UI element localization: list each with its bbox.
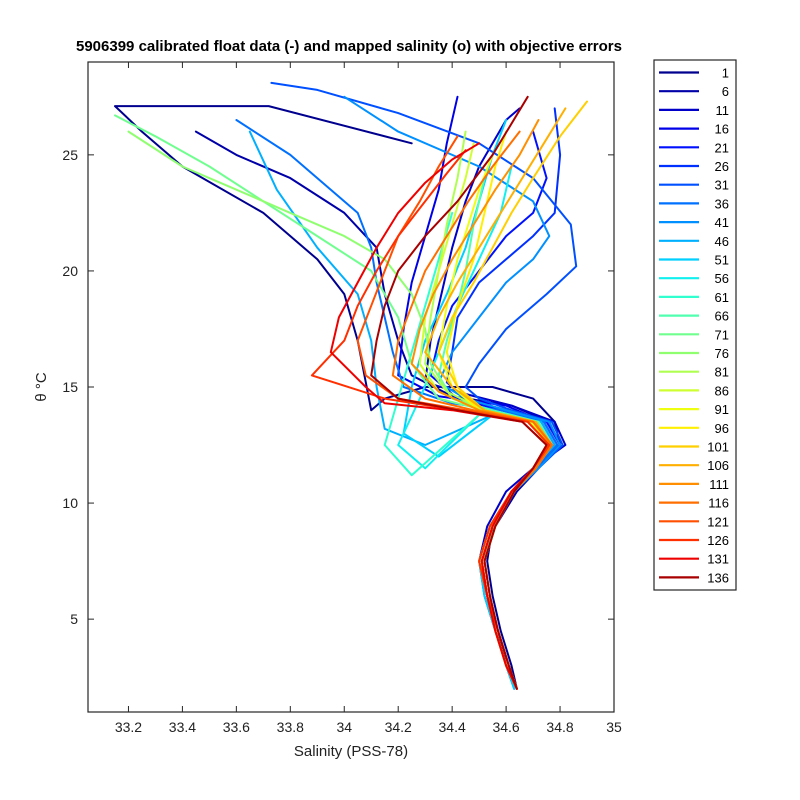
y-tick-labels: 5 10 15 20 25 <box>62 147 78 627</box>
legend-label-61: 61 <box>715 290 729 305</box>
legend: 1611162126313641465156616671768186919610… <box>653 59 737 591</box>
legend-label-121: 121 <box>707 514 729 529</box>
legend-label-136: 136 <box>707 570 729 585</box>
x-tick-label: 34.4 <box>439 719 466 735</box>
y-tick-label: 25 <box>62 147 78 163</box>
legend-label-56: 56 <box>715 271 729 286</box>
legend-label-11: 11 <box>716 103 730 118</box>
x-tick-label: 35 <box>606 719 622 735</box>
x-tick-label: 34.2 <box>385 719 412 735</box>
y-tick-label: 20 <box>62 263 78 279</box>
legend-label-26: 26 <box>715 159 729 174</box>
legend-label-6: 6 <box>722 84 729 99</box>
legend-label-41: 41 <box>715 215 729 230</box>
legend-label-76: 76 <box>715 346 729 361</box>
y-axis-label: θ °C <box>33 372 50 402</box>
legend-label-86: 86 <box>715 383 729 398</box>
legend-label-36: 36 <box>715 196 729 211</box>
legend-label-81: 81 <box>715 365 729 380</box>
legend-label-106: 106 <box>707 458 729 473</box>
plot-area: 33.2 33.4 33.6 33.8 34 34.2 34.4 34.6 34.8 35 5 10… <box>62 61 622 735</box>
legend-label-126: 126 <box>707 533 729 548</box>
tick-marks <box>88 62 615 712</box>
legend-label-116: 116 <box>708 496 729 511</box>
x-tick-label: 34 <box>336 719 352 735</box>
legend-label-71: 71 <box>715 327 729 342</box>
legend-label-46: 46 <box>715 234 729 249</box>
y-tick-label: 15 <box>62 379 78 395</box>
x-tick-label: 34.8 <box>546 719 573 735</box>
legend-label-16: 16 <box>715 122 729 137</box>
chart-title: 5906399 calibrated float data (-) and ma… <box>76 38 622 55</box>
legend-label-91: 91 <box>715 402 729 417</box>
legend-entries: 1611162126313641465156616671768186919610… <box>659 66 730 585</box>
x-tick-label: 33.6 <box>223 719 250 735</box>
y-tick-label: 10 <box>62 495 78 511</box>
series-line-131 <box>329 142 548 690</box>
legend-label-111: 111 <box>709 477 729 492</box>
legend-label-51: 51 <box>715 253 729 268</box>
legend-label-96: 96 <box>715 421 729 436</box>
x-axis-label: Salinity (PSS-78) <box>294 743 408 760</box>
series-group <box>114 81 588 690</box>
x-tick-label: 33.2 <box>115 719 142 735</box>
legend-label-66: 66 <box>715 309 729 324</box>
legend-label-21: 21 <box>715 140 729 155</box>
legend-label-101: 101 <box>707 440 729 455</box>
legend-label-31: 31 <box>715 178 729 193</box>
x-tick-labels: 33.2 33.4 33.6 33.8 34 34.2 34.4 34.6 34.8 35 <box>115 719 622 735</box>
y-tick-label: 5 <box>70 611 78 627</box>
x-tick-label: 34.6 <box>492 719 519 735</box>
x-tick-label: 33.4 <box>169 719 196 735</box>
series-line-136 <box>370 95 548 690</box>
legend-label-131: 131 <box>707 552 729 567</box>
x-tick-label: 33.8 <box>277 719 304 735</box>
legend-label-1: 1 <box>722 66 729 81</box>
